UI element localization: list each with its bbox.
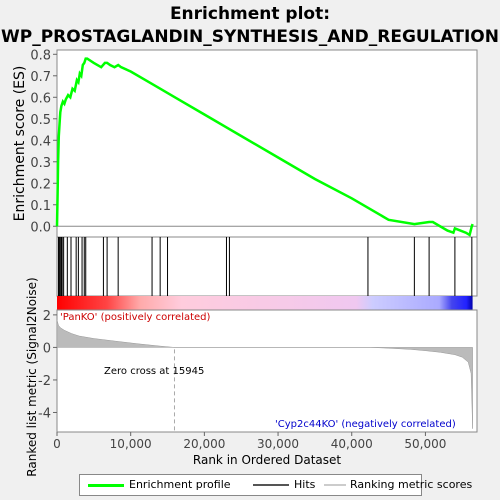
positive-correlation-label: 'PanKO' (positively correlated): [60, 312, 211, 323]
legend-label-enrichment-profile: Enrichment profile: [129, 478, 231, 491]
rank-ytick-label: 2: [43, 309, 51, 324]
legend-swatch-ranking-metric: [324, 484, 346, 486]
chart-legend: Enrichment profile Hits Ranking metric s…: [79, 474, 472, 496]
ranking-metric-area: [56, 319, 473, 429]
xtick-label: 30,000: [257, 437, 299, 451]
xtick-label: 20,000: [183, 437, 225, 451]
negative-correlation-label: 'Cyp2c44KO' (negatively correlated): [275, 419, 456, 430]
es-ytick-label: 0.7: [30, 70, 51, 85]
rank-ytick-label: 0: [43, 341, 51, 356]
xtick-label: 50,000: [404, 437, 446, 451]
legend-label-ranking-metric: Ranking metric scores: [350, 478, 473, 491]
es-ytick-label: 0.4: [30, 134, 51, 149]
es-ytick-label: 0.5: [30, 113, 51, 128]
rank-y-axis-label: Ranked list metric (Signal2Noise): [25, 277, 39, 476]
zero-cross-label: Zero cross at 15945: [104, 366, 204, 377]
es-ytick-label: 0.8: [30, 48, 51, 63]
es-ytick-label: 0.1: [30, 199, 51, 214]
es-line-enrichment-profile: [55, 57, 474, 237]
xtick-label: 40,000: [331, 437, 373, 451]
legend-swatch-enrichment-profile: [88, 484, 124, 487]
chart-title-line-2: WP_PROSTAGLANDIN_SYNTHESIS_AND_REGULATIO…: [1, 27, 499, 47]
hits-panel-frame: [56, 236, 478, 297]
ranking-panel-frame: [56, 309, 478, 433]
rank-ytick-label: -2: [38, 374, 51, 389]
es-ytick-label: 0.6: [30, 91, 51, 106]
es-ytick-label: 0.2: [30, 177, 51, 192]
legend-swatch-hits: [253, 484, 289, 486]
chart-title-line-1: Enrichment plot:: [170, 4, 330, 24]
rank-ytick-label: -4: [38, 406, 51, 421]
xtick-label: 0: [53, 437, 61, 451]
es-panel-frame: [56, 49, 478, 238]
legend-label-hits: Hits: [294, 478, 316, 491]
xtick-label: 10,000: [110, 437, 152, 451]
x-axis-label: Rank in Ordered Dataset: [193, 453, 341, 467]
es-y-axis-label: Enrichment score (ES): [12, 66, 28, 222]
es-ytick-label: 0.0: [30, 220, 51, 235]
es-ytick-label: 0.3: [30, 156, 51, 171]
ranking-color-bar: [57, 296, 473, 310]
